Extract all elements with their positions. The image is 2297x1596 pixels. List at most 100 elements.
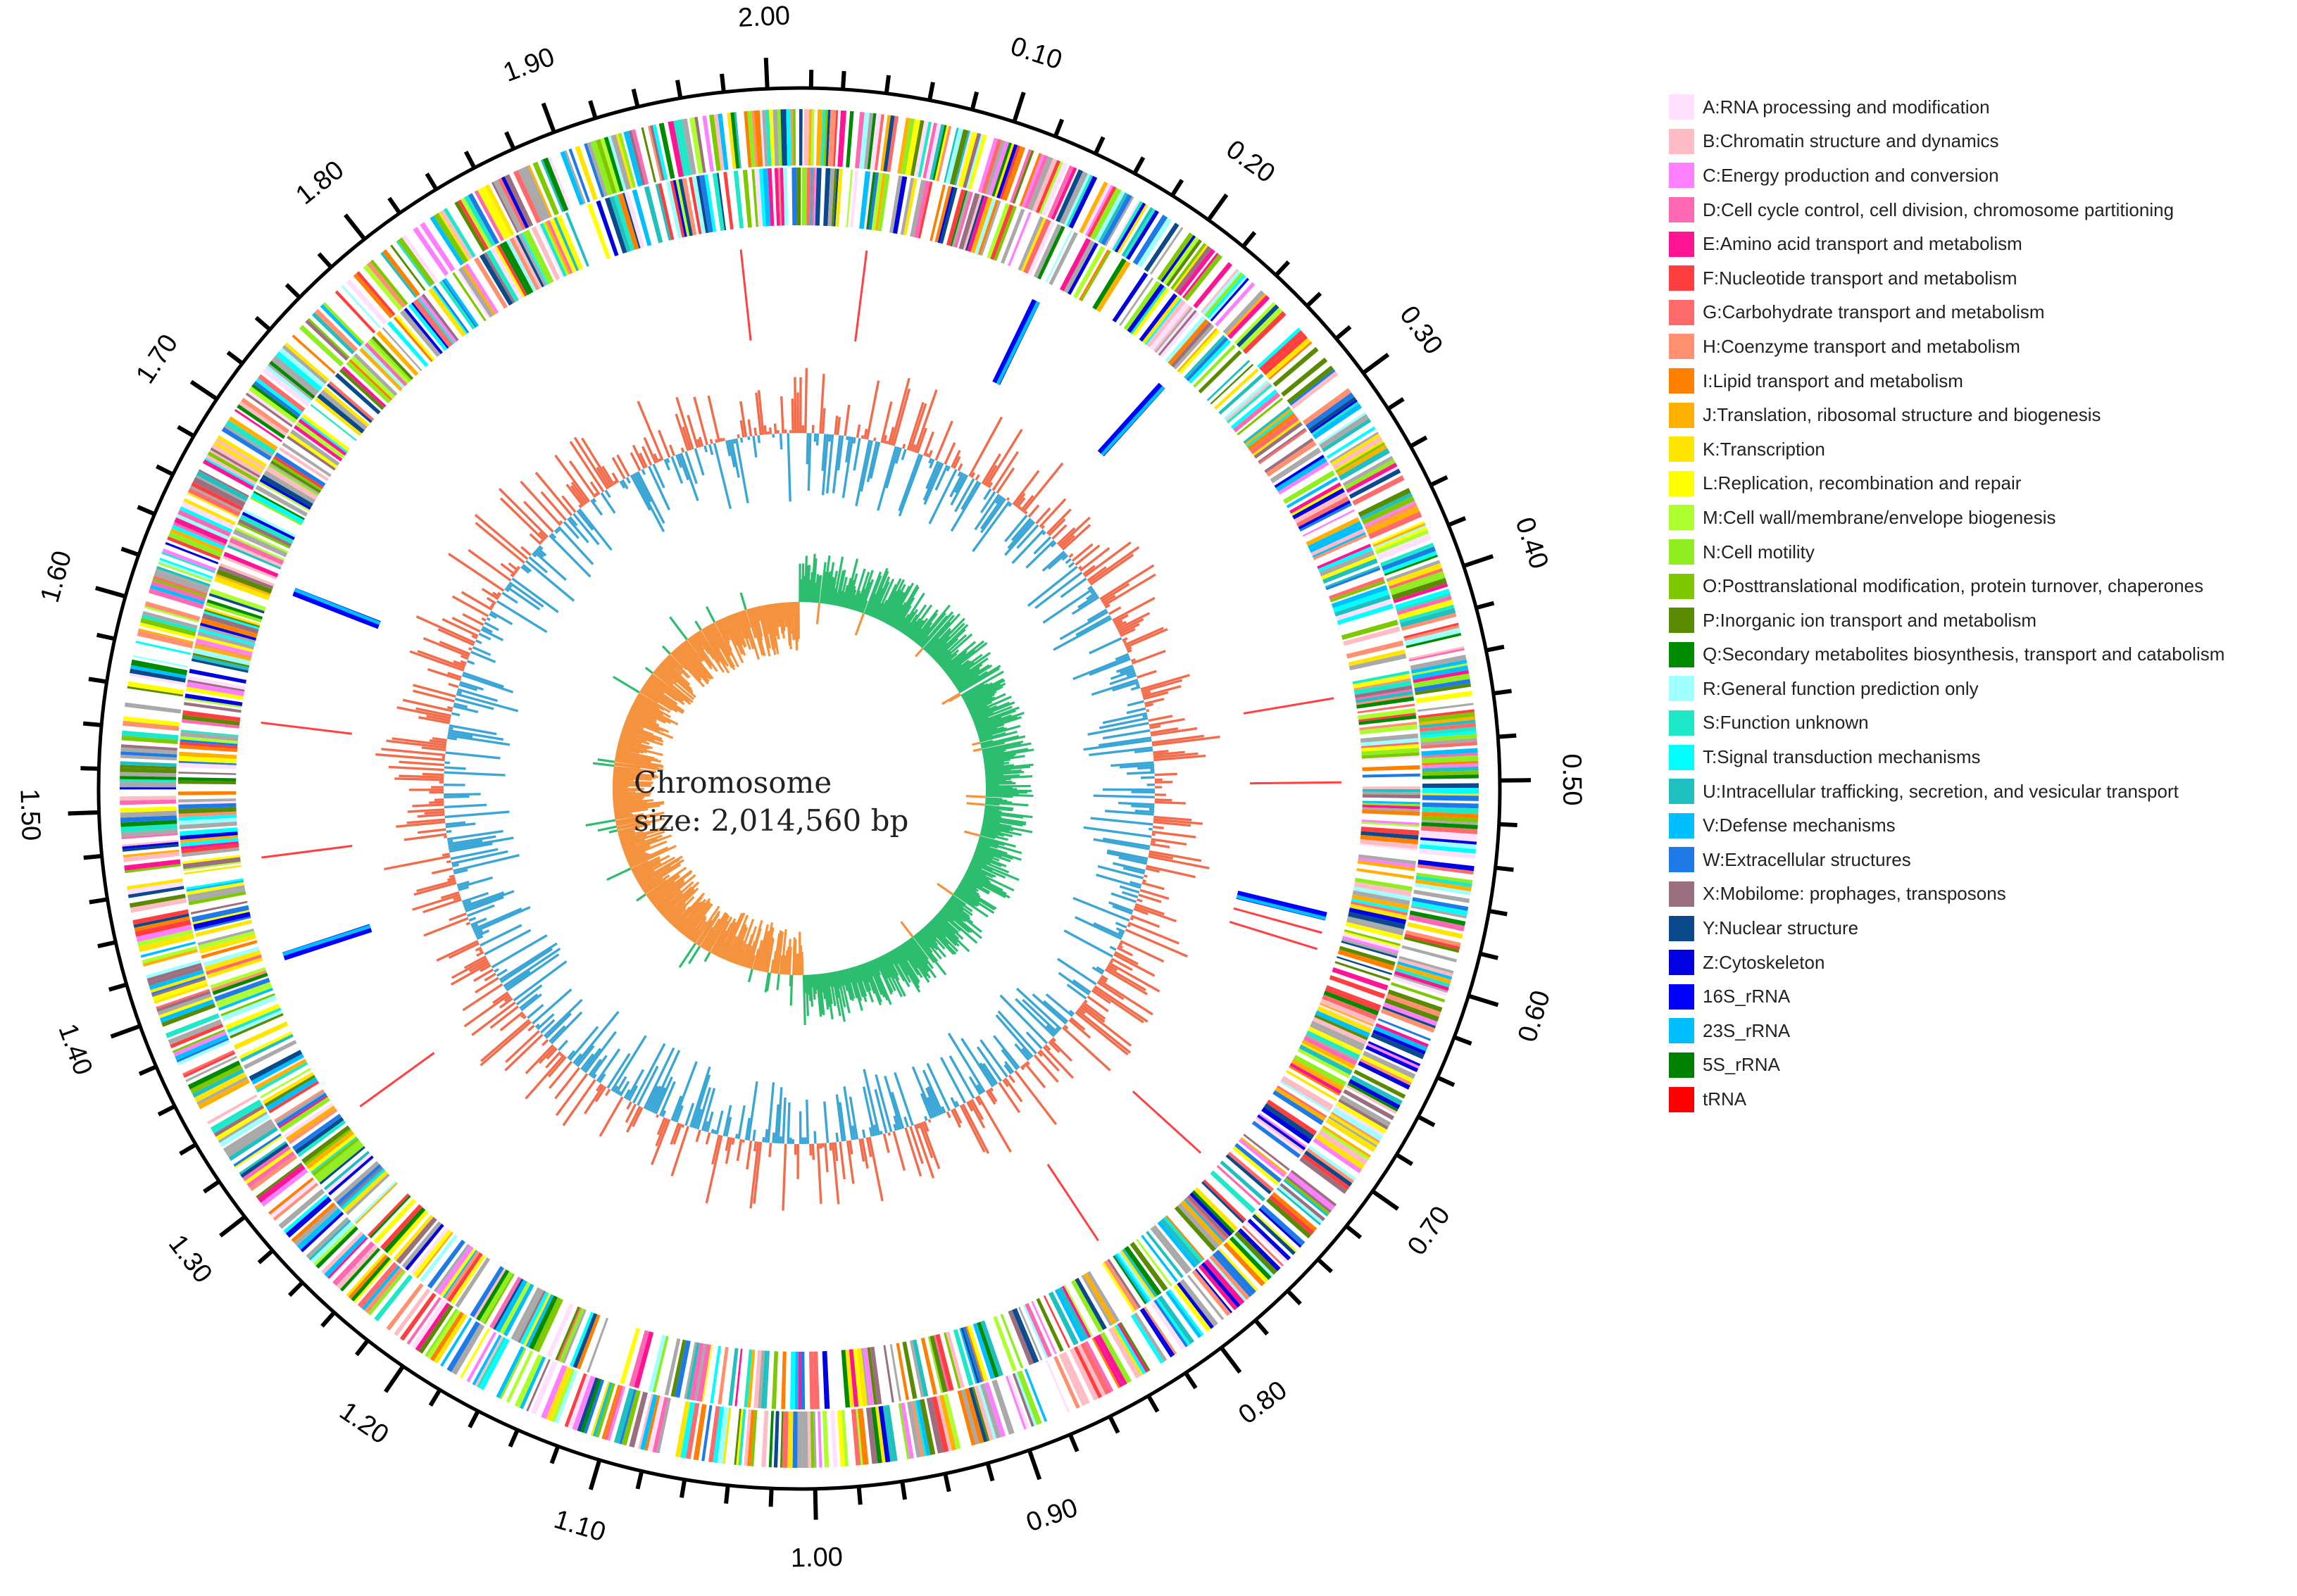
gc-skew-bar	[615, 813, 634, 819]
gc-skew-bar	[975, 849, 994, 858]
gc-content-bar	[926, 1096, 937, 1117]
cog-forward-gene	[127, 878, 183, 890]
cog-forward-gene	[822, 1411, 830, 1468]
tick-label: 1.30	[163, 1229, 218, 1288]
cog-forward-gene	[1198, 1264, 1238, 1311]
cog-reverse-gene	[1358, 857, 1416, 868]
cog-forward-gene	[810, 1411, 815, 1468]
gc-content-bar	[590, 1055, 608, 1078]
cog-forward-gene	[601, 1384, 621, 1440]
cog-reverse-gene	[254, 1058, 307, 1090]
gc-skew-bar	[899, 944, 923, 979]
gc-skew-bar	[842, 577, 852, 608]
gc-skew-bar	[878, 584, 898, 621]
gc-skew-bar	[982, 822, 1014, 831]
minor-tick	[80, 766, 99, 771]
cog-forward-gene	[1130, 1314, 1164, 1364]
gc-skew-bar	[925, 613, 961, 653]
gc-skew-bar	[802, 974, 806, 1025]
gc-skew-bar	[982, 750, 1004, 757]
gc-content-bar	[1068, 562, 1075, 568]
cog-reverse-gene	[1210, 363, 1254, 405]
cog-forward-gene	[527, 165, 552, 218]
gc-skew-bar	[840, 969, 846, 986]
cog-forward-gene	[768, 109, 775, 166]
cog-reverse-gene	[413, 1229, 452, 1278]
gc-skew-bar	[720, 912, 744, 959]
cog-reverse-gene	[831, 168, 837, 227]
gc-skew-bar	[733, 612, 742, 632]
gc-skew-bar	[971, 857, 987, 867]
cog-forward-gene	[1012, 150, 1034, 204]
cog-forward-gene	[1375, 1023, 1429, 1048]
gc-skew-bar	[875, 578, 895, 619]
cog-forward-gene	[161, 551, 215, 574]
gc-skew-bar	[858, 582, 872, 612]
gc-skew-bar	[930, 919, 957, 946]
gc-content-bar	[375, 753, 445, 762]
cog-forward-gene	[1346, 463, 1398, 494]
cog-reverse-gene	[910, 180, 926, 237]
cog-forward-gene	[765, 109, 772, 167]
cog-forward-gene	[120, 747, 177, 755]
cog-reverse-gene	[483, 252, 515, 303]
gc-skew-bar	[979, 739, 994, 746]
gc-content-bar	[722, 437, 725, 441]
gc-skew-bar	[713, 930, 728, 955]
cog-reverse-gene	[1246, 410, 1294, 448]
cog-reverse-gene	[868, 172, 880, 230]
gc-content-bar	[983, 465, 998, 486]
cog-forward-gene	[390, 244, 426, 291]
gc-skew-bar	[742, 926, 758, 967]
cog-reverse-gene	[994, 206, 1017, 261]
gc-skew-bar	[985, 777, 1011, 781]
cog-forward-gene	[156, 565, 211, 587]
major-tick	[1467, 993, 1499, 1007]
gc-content-bar	[746, 1141, 753, 1170]
cog-forward-gene	[1236, 304, 1279, 348]
gc-skew-bar	[638, 692, 671, 713]
gc-skew-bar	[657, 900, 670, 912]
cog-forward-gene	[1311, 401, 1360, 436]
cog-forward-gene	[420, 222, 456, 272]
legend-item: 23S_rRNA	[1669, 1014, 2289, 1048]
gc-content-bar	[557, 1039, 568, 1051]
cog-forward-gene	[1112, 201, 1144, 251]
minor-tick	[1395, 1152, 1413, 1167]
gc-skew-bar	[945, 649, 976, 674]
gc-skew-bar	[624, 722, 644, 731]
gc-skew-bar	[905, 620, 918, 636]
cog-reverse-gene	[396, 1217, 437, 1264]
gc-skew-bar	[734, 948, 743, 964]
cog-forward-gene	[910, 120, 925, 177]
cog-forward-gene	[922, 122, 938, 179]
cog-reverse-gene	[863, 171, 873, 230]
gc-skew-bar	[617, 745, 644, 754]
gc-skew-bar	[954, 668, 980, 687]
legend-swatch	[1669, 881, 1694, 907]
gc-content-bar	[1148, 850, 1202, 862]
cog-forward-gene	[279, 347, 325, 388]
legend-label: E:Amino acid transport and metabolism	[1703, 233, 2022, 255]
cog-forward-gene	[1339, 1095, 1391, 1127]
cog-forward-gene	[974, 1385, 994, 1441]
legend-swatch	[1669, 744, 1694, 770]
gc-content-bar	[824, 1143, 829, 1173]
cog-reverse-gene	[1210, 1170, 1256, 1214]
cog-forward-gene	[1415, 875, 1472, 888]
gc-content-bar	[968, 1076, 982, 1095]
gc-content-bar	[625, 477, 632, 484]
cog-forward-gene	[1422, 783, 1479, 788]
gc-content-bar	[1061, 1026, 1111, 1072]
cog-reverse-gene	[1322, 994, 1377, 1021]
cog-forward-gene	[680, 1402, 696, 1459]
gc-content-bar	[829, 1142, 832, 1151]
cog-reverse-gene	[328, 381, 375, 422]
gc-skew-bar	[853, 593, 862, 611]
cog-forward-gene	[246, 1151, 295, 1188]
cog-forward-gene	[1087, 186, 1117, 238]
cog-forward-gene	[773, 1411, 780, 1468]
cog-reverse-gene	[1146, 299, 1186, 348]
cog-forward-gene	[1329, 1113, 1379, 1146]
gc-skew-bar	[977, 723, 1005, 734]
